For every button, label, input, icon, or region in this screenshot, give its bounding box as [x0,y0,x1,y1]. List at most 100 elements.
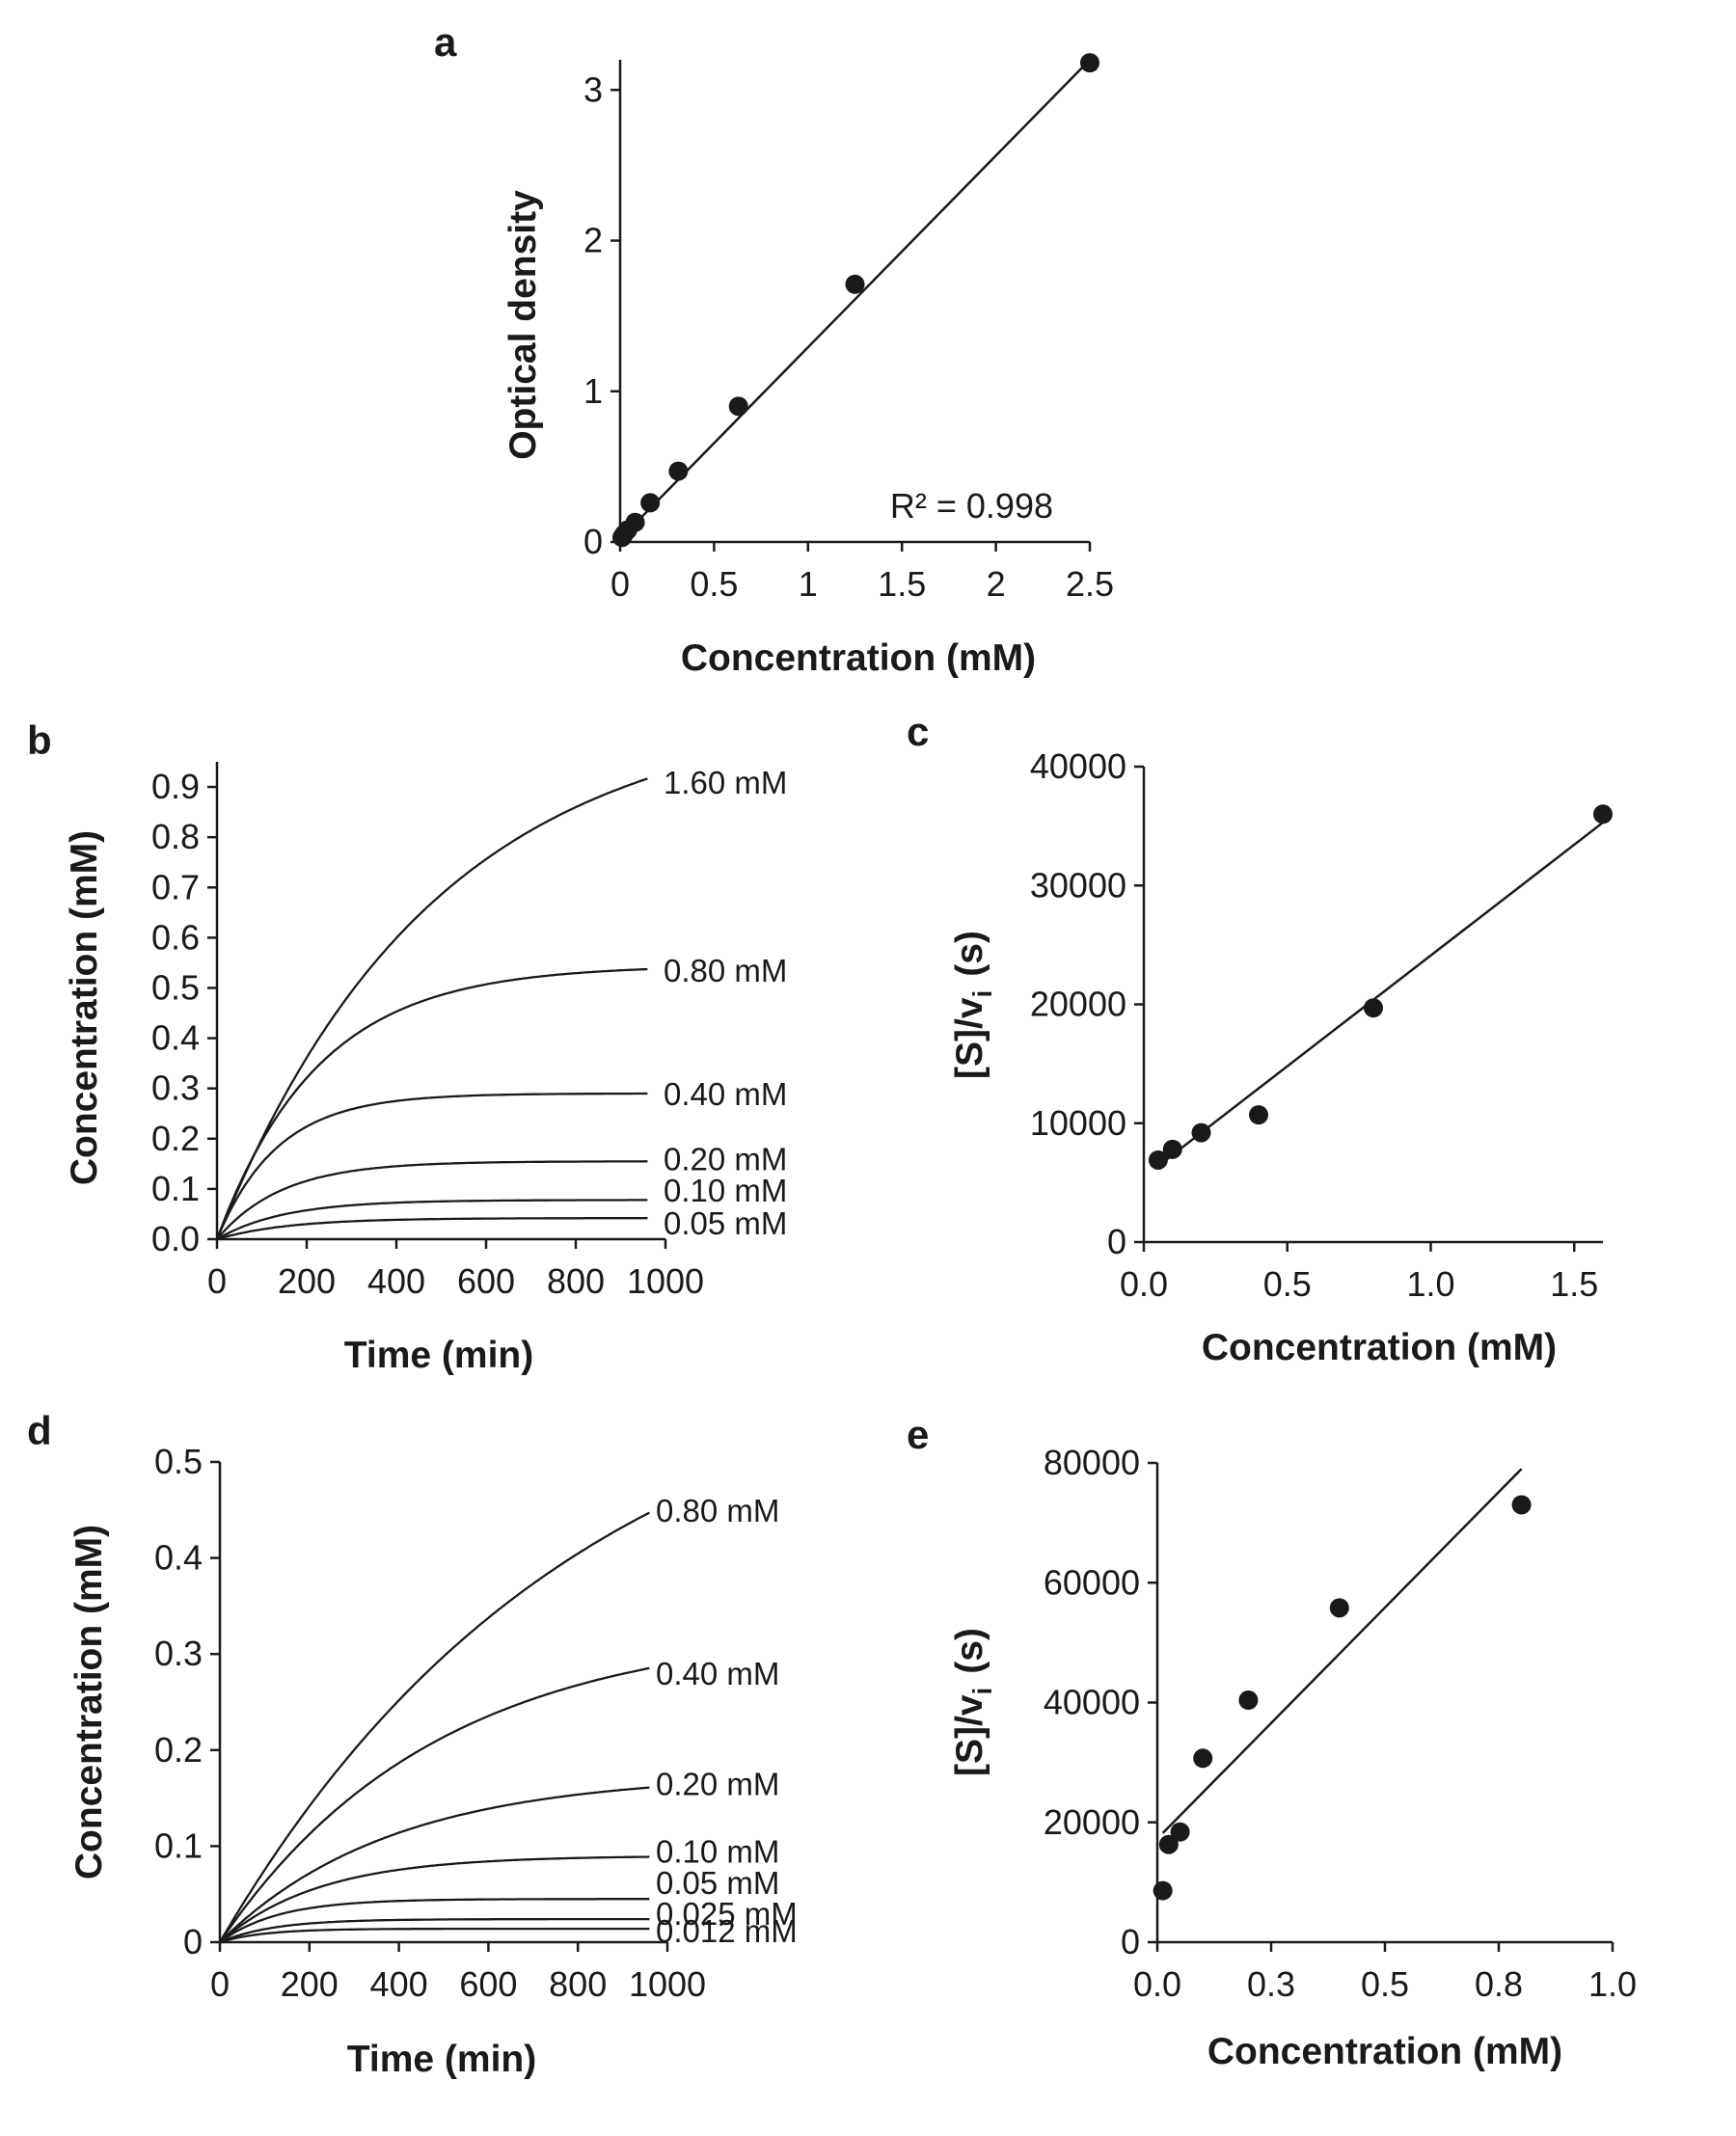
x-ticks: 0.0 0.3 0.5 0.8 1.0 [1133,1942,1637,2004]
data-points [1148,804,1613,1170]
y-tick-label: 0.9 [151,767,200,806]
x-tick-label: 0.0 [1120,1264,1168,1304]
y-tick-label: 20000 [1044,1802,1140,1842]
y-axis-label: [S]/vi (s) [949,931,997,1079]
y-ticks: 0 20000 40000 60000 80000 [1044,1443,1157,1961]
y-tick-label: 0.6 [151,917,200,957]
x-tick-label: 600 [459,1964,517,2004]
y-tick-label: 40000 [1030,746,1126,786]
data-point [1080,53,1099,73]
series-label: 0.40 mM [656,1656,779,1691]
x-ticks: 0 0.5 1 1.5 2 2.5 [610,542,1114,604]
y-tick-label: 3 [583,69,603,109]
x-tick-label: 1.5 [1550,1264,1598,1304]
x-tick-label: 1.0 [1588,1964,1637,2004]
panel-a: a 0 1 2 3 0 0.5 1 1.5 2 2.5 R² = 0.998 Concentra… [434,19,1114,679]
y-tick-label: 0.7 [151,867,200,906]
x-tick-label: 200 [278,1261,336,1301]
x-tick-label: 0.5 [1263,1264,1312,1304]
series-curves [215,777,648,1241]
data-point [728,396,748,417]
y-tick-label: 80000 [1044,1443,1140,1482]
series-line [215,967,648,1240]
x-tick-label: 400 [370,1964,428,2004]
x-tick-label: 0.8 [1475,1964,1523,2004]
data-point [1238,1690,1259,1711]
y-tick-label: 0 [583,522,603,561]
data-point [1162,1139,1182,1159]
y-tick-label: 30000 [1030,865,1126,905]
series-line [219,1855,650,1943]
y-tick-label: 0.5 [151,967,200,1007]
y-tick-label: 2 [583,221,603,260]
data-point [640,493,661,513]
x-tick-label: 0.0 [1133,1964,1181,2004]
x-tick-label: 600 [457,1261,515,1301]
series-line [216,1160,648,1240]
series-label: 0.025 mM [656,1896,798,1932]
y-ticks: 0 0.1 0.2 0.3 0.4 0.5 [154,1442,220,1961]
data-point [625,512,645,532]
y-tick-label: 0.4 [154,1538,203,1578]
data-points [1153,1495,1532,1901]
y-tick-label: 20000 [1030,985,1126,1024]
panel-d: d 0 0.1 0.2 0.3 0.4 0.5 0 200 400 600 800 1000 0.8… [27,1408,798,2080]
x-ticks: 0.0 0.5 1.0 1.5 [1120,1242,1598,1304]
series-labels: 1.60 mM 0.80 mM 0.40 mM 0.20 mM0.10 mM0.05 … [664,765,787,1241]
x-tick-label: 0.5 [690,564,738,604]
x-tick-label: 200 [281,1964,339,2004]
panel-label: d [27,1408,52,1453]
series-curves [219,1511,650,1944]
y-axis-label-main: [S]/v [949,997,990,1079]
x-ticks: 0 200 400 600 800 1000 [210,1942,706,2004]
data-point [1193,1748,1213,1769]
x-tick-label: 800 [549,1964,607,2004]
panel-label: c [907,709,929,754]
series-label: 0.05 mM [656,1865,779,1901]
y-tick-label: 0 [183,1922,203,1961]
r-squared-annotation: R² = 0.998 [890,486,1053,526]
y-tick-label: 0.0 [151,1219,200,1258]
data-point [1170,1822,1190,1842]
data-point [1148,1149,1168,1170]
panel-label: a [434,19,457,65]
series-label: 0.40 mM [664,1076,787,1112]
series-line [219,1927,650,1944]
y-axis-label-subscript: i [967,1688,997,1695]
y-tick-label: 0 [1107,1222,1126,1261]
data-points [611,53,1099,548]
series-label: 0.10 mM [656,1833,779,1869]
y-axis-label-unit: (s) [949,931,990,977]
y-tick-label: 0.3 [151,1068,200,1108]
series-line [215,1092,648,1240]
data-point [1153,1880,1173,1901]
y-axis-label: Concentration (mM) [68,1525,110,1879]
x-axis-label: Time (min) [344,1335,533,1376]
y-axis-label-unit: (s) [949,1628,990,1674]
series-line [216,1217,648,1241]
series-line [219,1666,650,1943]
data-point [1329,1598,1349,1618]
x-tick-label: 0 [610,564,630,604]
y-tick-label: 0.4 [151,1018,200,1058]
x-axis-label: Concentration (mM) [1207,2031,1562,2072]
y-tick-label: 40000 [1044,1683,1140,1722]
data-point [1249,1105,1268,1125]
x-tick-label: 400 [367,1261,425,1301]
x-axis-label: Concentration (mM) [1202,1327,1557,1368]
x-tick-label: 0.5 [1361,1964,1409,2004]
x-tick-label: 1 [799,564,818,604]
y-ticks: 0.0 0.1 0.2 0.3 0.4 0.5 0.6 0.7 0.8 0.9 [151,767,217,1258]
y-tick-label: 60000 [1044,1562,1140,1602]
data-point [1191,1122,1211,1143]
y-ticks: 0 10000 20000 30000 40000 [1030,746,1144,1261]
series-line [215,777,648,1240]
x-tick-label: 0.3 [1247,1964,1295,2004]
x-tick-label: 1000 [629,1964,706,2004]
x-axis-label: Concentration (mM) [681,637,1036,679]
series-line [219,1511,650,1943]
data-point [668,461,689,481]
series-label: 0.80 mM [656,1493,779,1528]
x-tick-label: 1.5 [878,564,926,604]
